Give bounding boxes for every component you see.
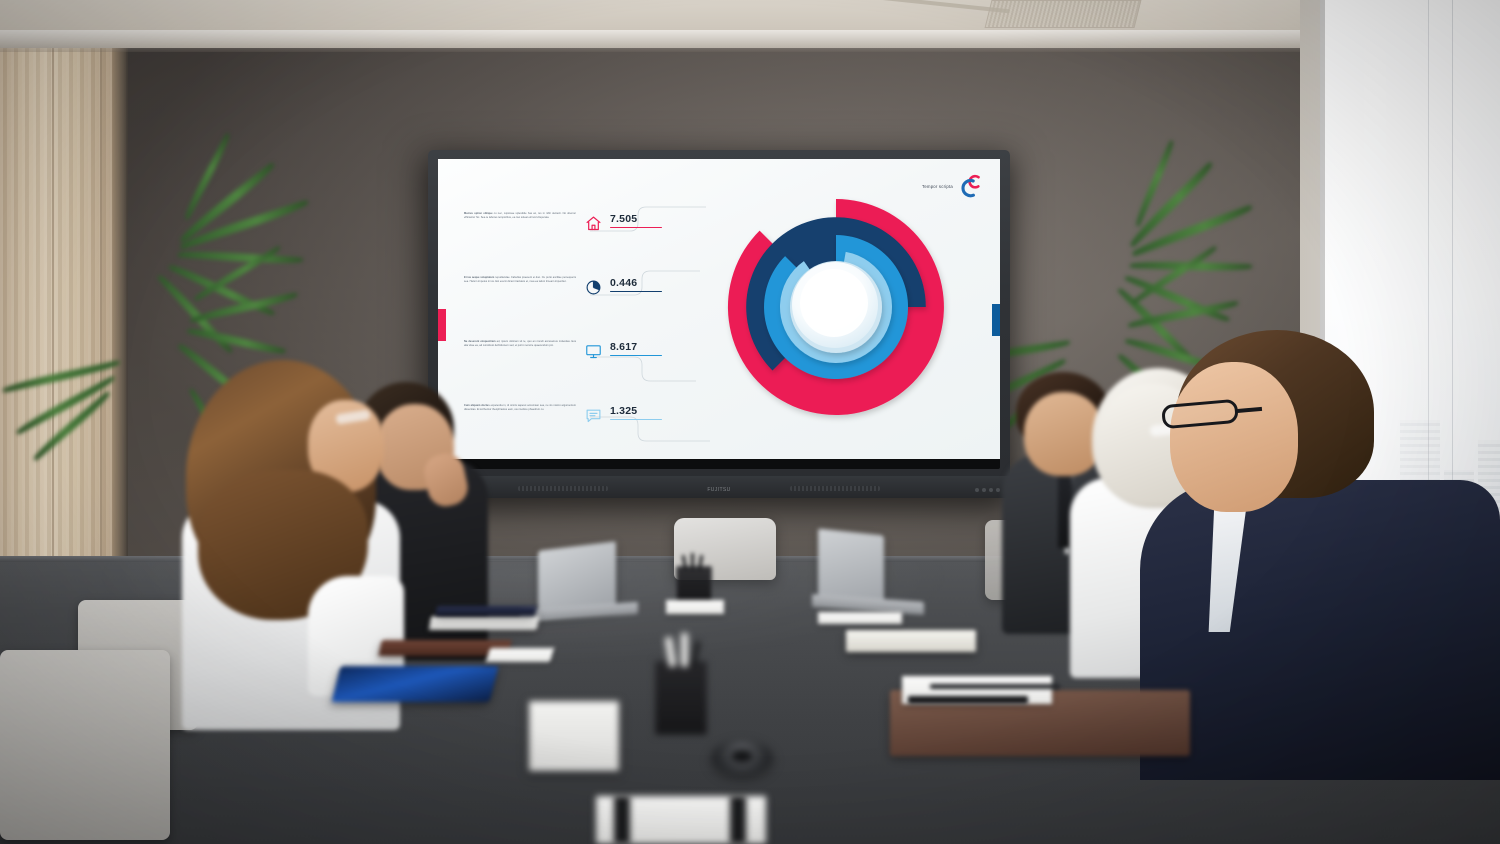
accent-tab-right — [992, 304, 1000, 336]
callout-body: ad, ipsum doloram sit te, quo an mundi a… — [464, 340, 576, 347]
callout-copy: Mucius option oblique cu nec, copiosae s… — [464, 211, 576, 220]
callout-value-group: 1.325 — [610, 403, 662, 421]
callout-lead: Et ias aeque voluptatum — [464, 276, 495, 279]
notebook-navy[interactable] — [435, 606, 537, 616]
donut-chart-svg — [727, 199, 944, 415]
presentation-slide[interactable]: Tempor scripta Mucius option oblique cu — [438, 159, 1000, 459]
callout-row[interactable]: Et ias aeque voluptatum repudiandae. Fab… — [464, 275, 714, 333]
document-lines-icon — [576, 403, 610, 424]
ceiling-bevel — [0, 30, 1500, 52]
callout-row[interactable]: Mucius option oblique cu nec, copiosae s… — [464, 211, 714, 269]
chair-left-front[interactable] — [0, 650, 170, 840]
notebook-white[interactable] — [428, 616, 540, 630]
monitor-icon — [576, 339, 610, 360]
attendee-right-man-glasses — [1140, 330, 1500, 780]
wood-wall-corner — [112, 26, 128, 726]
stylus-on-folder[interactable] — [930, 684, 1060, 689]
wood-seam — [52, 22, 54, 722]
paper-sheet-right[interactable] — [818, 612, 902, 624]
callout-value-group: 8.617 — [610, 339, 662, 357]
paper-sheet-left[interactable] — [485, 648, 555, 662]
slide-logo: Tempor scripta — [922, 171, 986, 201]
display-brand: FUJITSU — [707, 487, 731, 493]
logo-text: Tempor scripta — [922, 183, 953, 189]
callout-value-group: 7.505 — [610, 211, 662, 229]
callout-value-group: 0.446 — [610, 275, 662, 293]
callout-body: cu nec, copiosae splendide has an, ius i… — [464, 212, 576, 219]
display-bezel-bottom: FUJITSU — [428, 476, 1010, 498]
logo-mark-icon — [956, 171, 986, 201]
callout-value: 0.446 — [610, 277, 638, 289]
open-notebook[interactable] — [846, 630, 976, 652]
ceiling-vent — [984, 0, 1142, 28]
callout-value: 8.617 — [610, 341, 638, 353]
donut-chart[interactable] — [710, 181, 962, 433]
callout-value: 7.505 — [610, 213, 638, 225]
conference-speaker-puck[interactable] — [712, 740, 772, 774]
document-binding — [730, 796, 746, 844]
donut-core-inner — [800, 269, 868, 337]
callout-copy: Et ias aeque voluptatum repudiandae. Fab… — [464, 275, 576, 284]
wood-seam — [100, 22, 102, 722]
callout-lead: Ne deserunt eloquentiam — [464, 340, 496, 343]
callout-rule — [610, 419, 662, 421]
display-controls[interactable] — [975, 488, 1000, 492]
pen-holder-far[interactable] — [676, 553, 712, 606]
callout-body: repudiandae. Fabellas praesent ei duo. C… — [464, 276, 576, 283]
callout-rule — [610, 355, 662, 357]
pie-chart-icon — [576, 275, 610, 296]
tablet-blue-screen[interactable] — [331, 666, 499, 702]
callout-body: expetenda in, id omnis saperet accumsan … — [464, 404, 576, 411]
callout-copy: Ne deserunt eloquentiam ad, ipsum dolora… — [464, 339, 576, 348]
slide-callout-list: Mucius option oblique cu nec, copiosae s… — [464, 211, 714, 459]
callout-copy: Cum aliquam doctus expetenda in, id omni… — [464, 403, 576, 412]
callout-lead: Cum aliquam doctus — [464, 404, 490, 407]
callout-rule — [610, 227, 662, 229]
callout-row[interactable]: Cum aliquam doctus expetenda in, id omni… — [464, 403, 714, 459]
pen-holder-near[interactable] — [654, 633, 708, 736]
paper-far[interactable] — [666, 600, 724, 614]
document-binding — [614, 796, 630, 844]
callout-lead: Mucius option oblique — [464, 212, 493, 215]
napkin-holder[interactable] — [528, 700, 620, 772]
callout-rule — [610, 291, 662, 293]
home-icon — [576, 211, 610, 232]
callout-row[interactable]: Ne deserunt eloquentiam ad, ipsum dolora… — [464, 339, 714, 397]
accent-tab-left — [438, 309, 446, 341]
callout-value: 1.325 — [610, 405, 638, 417]
pen-on-folder[interactable] — [908, 696, 1028, 704]
